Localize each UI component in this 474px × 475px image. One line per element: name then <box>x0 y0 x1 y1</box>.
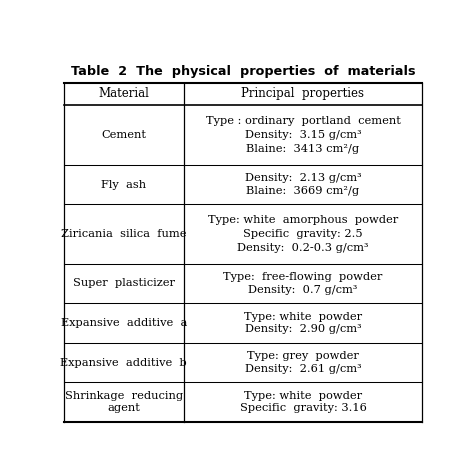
Text: Ziricania  silica  fume: Ziricania silica fume <box>61 229 186 239</box>
Text: Type : ordinary  portland  cement: Type : ordinary portland cement <box>206 116 401 126</box>
Text: Density:  2.61 g/cm³: Density: 2.61 g/cm³ <box>245 364 361 374</box>
Text: Material: Material <box>98 87 149 101</box>
Text: Super  plasticizer: Super plasticizer <box>73 278 175 288</box>
Text: Cement: Cement <box>101 130 146 140</box>
Text: Density:  0.2-0.3 g/cm³: Density: 0.2-0.3 g/cm³ <box>237 243 369 253</box>
Text: Density:  2.90 g/cm³: Density: 2.90 g/cm³ <box>245 324 361 334</box>
Text: Blaine:  3413 cm²/g: Blaine: 3413 cm²/g <box>246 144 360 154</box>
Text: Type: grey  powder: Type: grey powder <box>247 352 359 361</box>
Text: Type:  free-flowing  powder: Type: free-flowing powder <box>223 272 383 282</box>
Text: Density:  0.7 g/cm³: Density: 0.7 g/cm³ <box>248 285 358 295</box>
Text: Specific  gravity: 3.16: Specific gravity: 3.16 <box>239 403 366 414</box>
Text: Shrinkage  reducing
agent: Shrinkage reducing agent <box>64 391 183 413</box>
Text: Table  2  The  physical  properties  of  materials: Table 2 The physical properties of mater… <box>71 65 415 78</box>
Text: Density:  3.15 g/cm³: Density: 3.15 g/cm³ <box>245 130 361 140</box>
Text: Type: white  amorphous  powder: Type: white amorphous powder <box>208 215 398 225</box>
Text: Expansive  additive  a: Expansive additive a <box>61 318 187 328</box>
Text: Specific  gravity: 2.5: Specific gravity: 2.5 <box>243 229 363 239</box>
Text: Expansive  additive  b: Expansive additive b <box>60 358 187 368</box>
Text: Blaine:  3669 cm²/g: Blaine: 3669 cm²/g <box>246 186 360 196</box>
Text: Type: white  powder: Type: white powder <box>244 391 362 401</box>
Text: Principal  properties: Principal properties <box>241 87 365 101</box>
Text: Type: white  powder: Type: white powder <box>244 312 362 322</box>
Text: Fly  ash: Fly ash <box>101 180 146 190</box>
Text: Density:  2.13 g/cm³: Density: 2.13 g/cm³ <box>245 173 361 183</box>
